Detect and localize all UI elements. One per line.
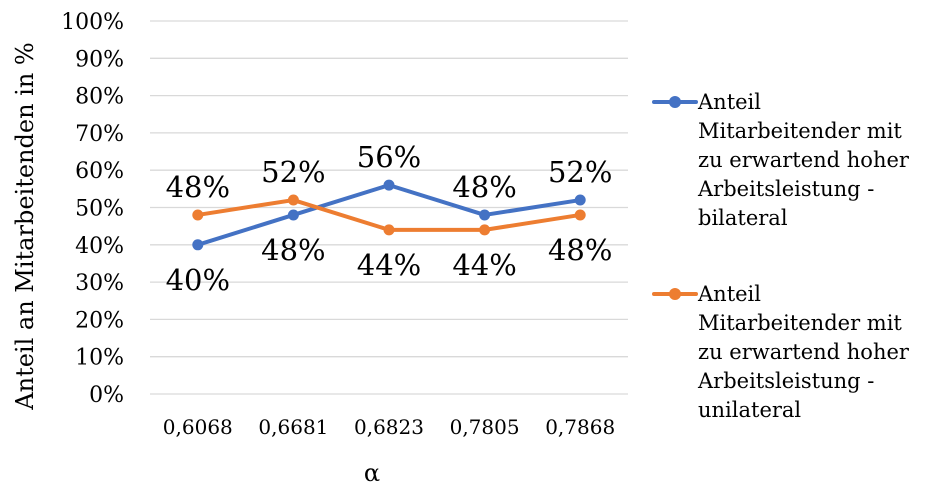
y-tick-label: 80% [75, 85, 124, 110]
y-tick-label: 30% [75, 271, 124, 296]
y-tick-label: 90% [75, 47, 124, 72]
y-tick-label: 70% [75, 122, 124, 147]
data-label-bilateral: 52% [548, 155, 612, 189]
data-label-bilateral: 48% [452, 170, 516, 204]
series-line-bilateral [195, 183, 583, 247]
y-tick-label: 50% [75, 197, 124, 222]
x-tick-label: 0,7868 [545, 415, 615, 439]
data-point-bilateral [287, 209, 299, 221]
y-tick-label: 0% [89, 383, 124, 408]
data-point-bilateral [574, 194, 586, 206]
data-label-unilateral: 44% [357, 248, 421, 282]
data-point-bilateral [479, 209, 491, 221]
data-label-bilateral: 48% [261, 233, 325, 267]
data-label-bilateral: 56% [357, 140, 421, 174]
legend-swatch-unilateral [652, 286, 698, 302]
data-label-unilateral: 52% [261, 155, 325, 189]
x-axis-label: α [364, 459, 380, 487]
data-point-unilateral [287, 194, 299, 206]
data-point-unilateral [574, 209, 586, 221]
data-label-unilateral: 48% [166, 170, 230, 204]
x-axis-ticks: 0,6068 0,6681 0,6823 0,7805 0,7868 [163, 415, 615, 439]
y-axis-ticks: 0% 10% 20% 30% 40% 50% 60% 70% 80% 90% 100% [61, 10, 124, 408]
data-label-unilateral: 48% [548, 233, 612, 267]
data-point-unilateral [383, 224, 395, 236]
legend-label-unilateral: Anteil Mitarbeitender mit zu erwartend h… [698, 282, 909, 422]
y-tick-label: 10% [75, 346, 124, 371]
y-tick-label: 100% [61, 10, 124, 35]
data-point-unilateral [479, 224, 491, 236]
legend-item-bilateral: Anteil Mitarbeitender mit zu erwartend h… [652, 88, 924, 233]
legend-label-bilateral: Anteil Mitarbeitender mit zu erwartend h… [698, 90, 909, 230]
y-tick-label: 20% [75, 308, 124, 333]
x-tick-label: 0,7805 [450, 415, 520, 439]
data-point-bilateral [192, 239, 204, 251]
legend-swatch-bilateral [652, 94, 698, 110]
x-tick-label: 0,6823 [354, 415, 424, 439]
y-axis-label: Anteil an Mitarbeitenden in % [11, 42, 39, 410]
x-tick-label: 0,6068 [163, 415, 233, 439]
data-point-unilateral [192, 209, 204, 221]
y-tick-label: 40% [75, 234, 124, 259]
legend-item-unilateral: Anteil Mitarbeitender mit zu erwartend h… [652, 280, 924, 425]
data-point-bilateral [383, 179, 395, 191]
x-tick-label: 0,6681 [258, 415, 328, 439]
data-label-bilateral: 40% [166, 263, 230, 297]
series-lines [192, 179, 586, 251]
data-labels: 40% 48% 56% 48% 52% 48% 52% 44% 44% 48% [166, 140, 613, 297]
data-label-unilateral: 44% [452, 248, 516, 282]
y-tick-label: 60% [75, 159, 124, 184]
gridlines [150, 20, 628, 395]
